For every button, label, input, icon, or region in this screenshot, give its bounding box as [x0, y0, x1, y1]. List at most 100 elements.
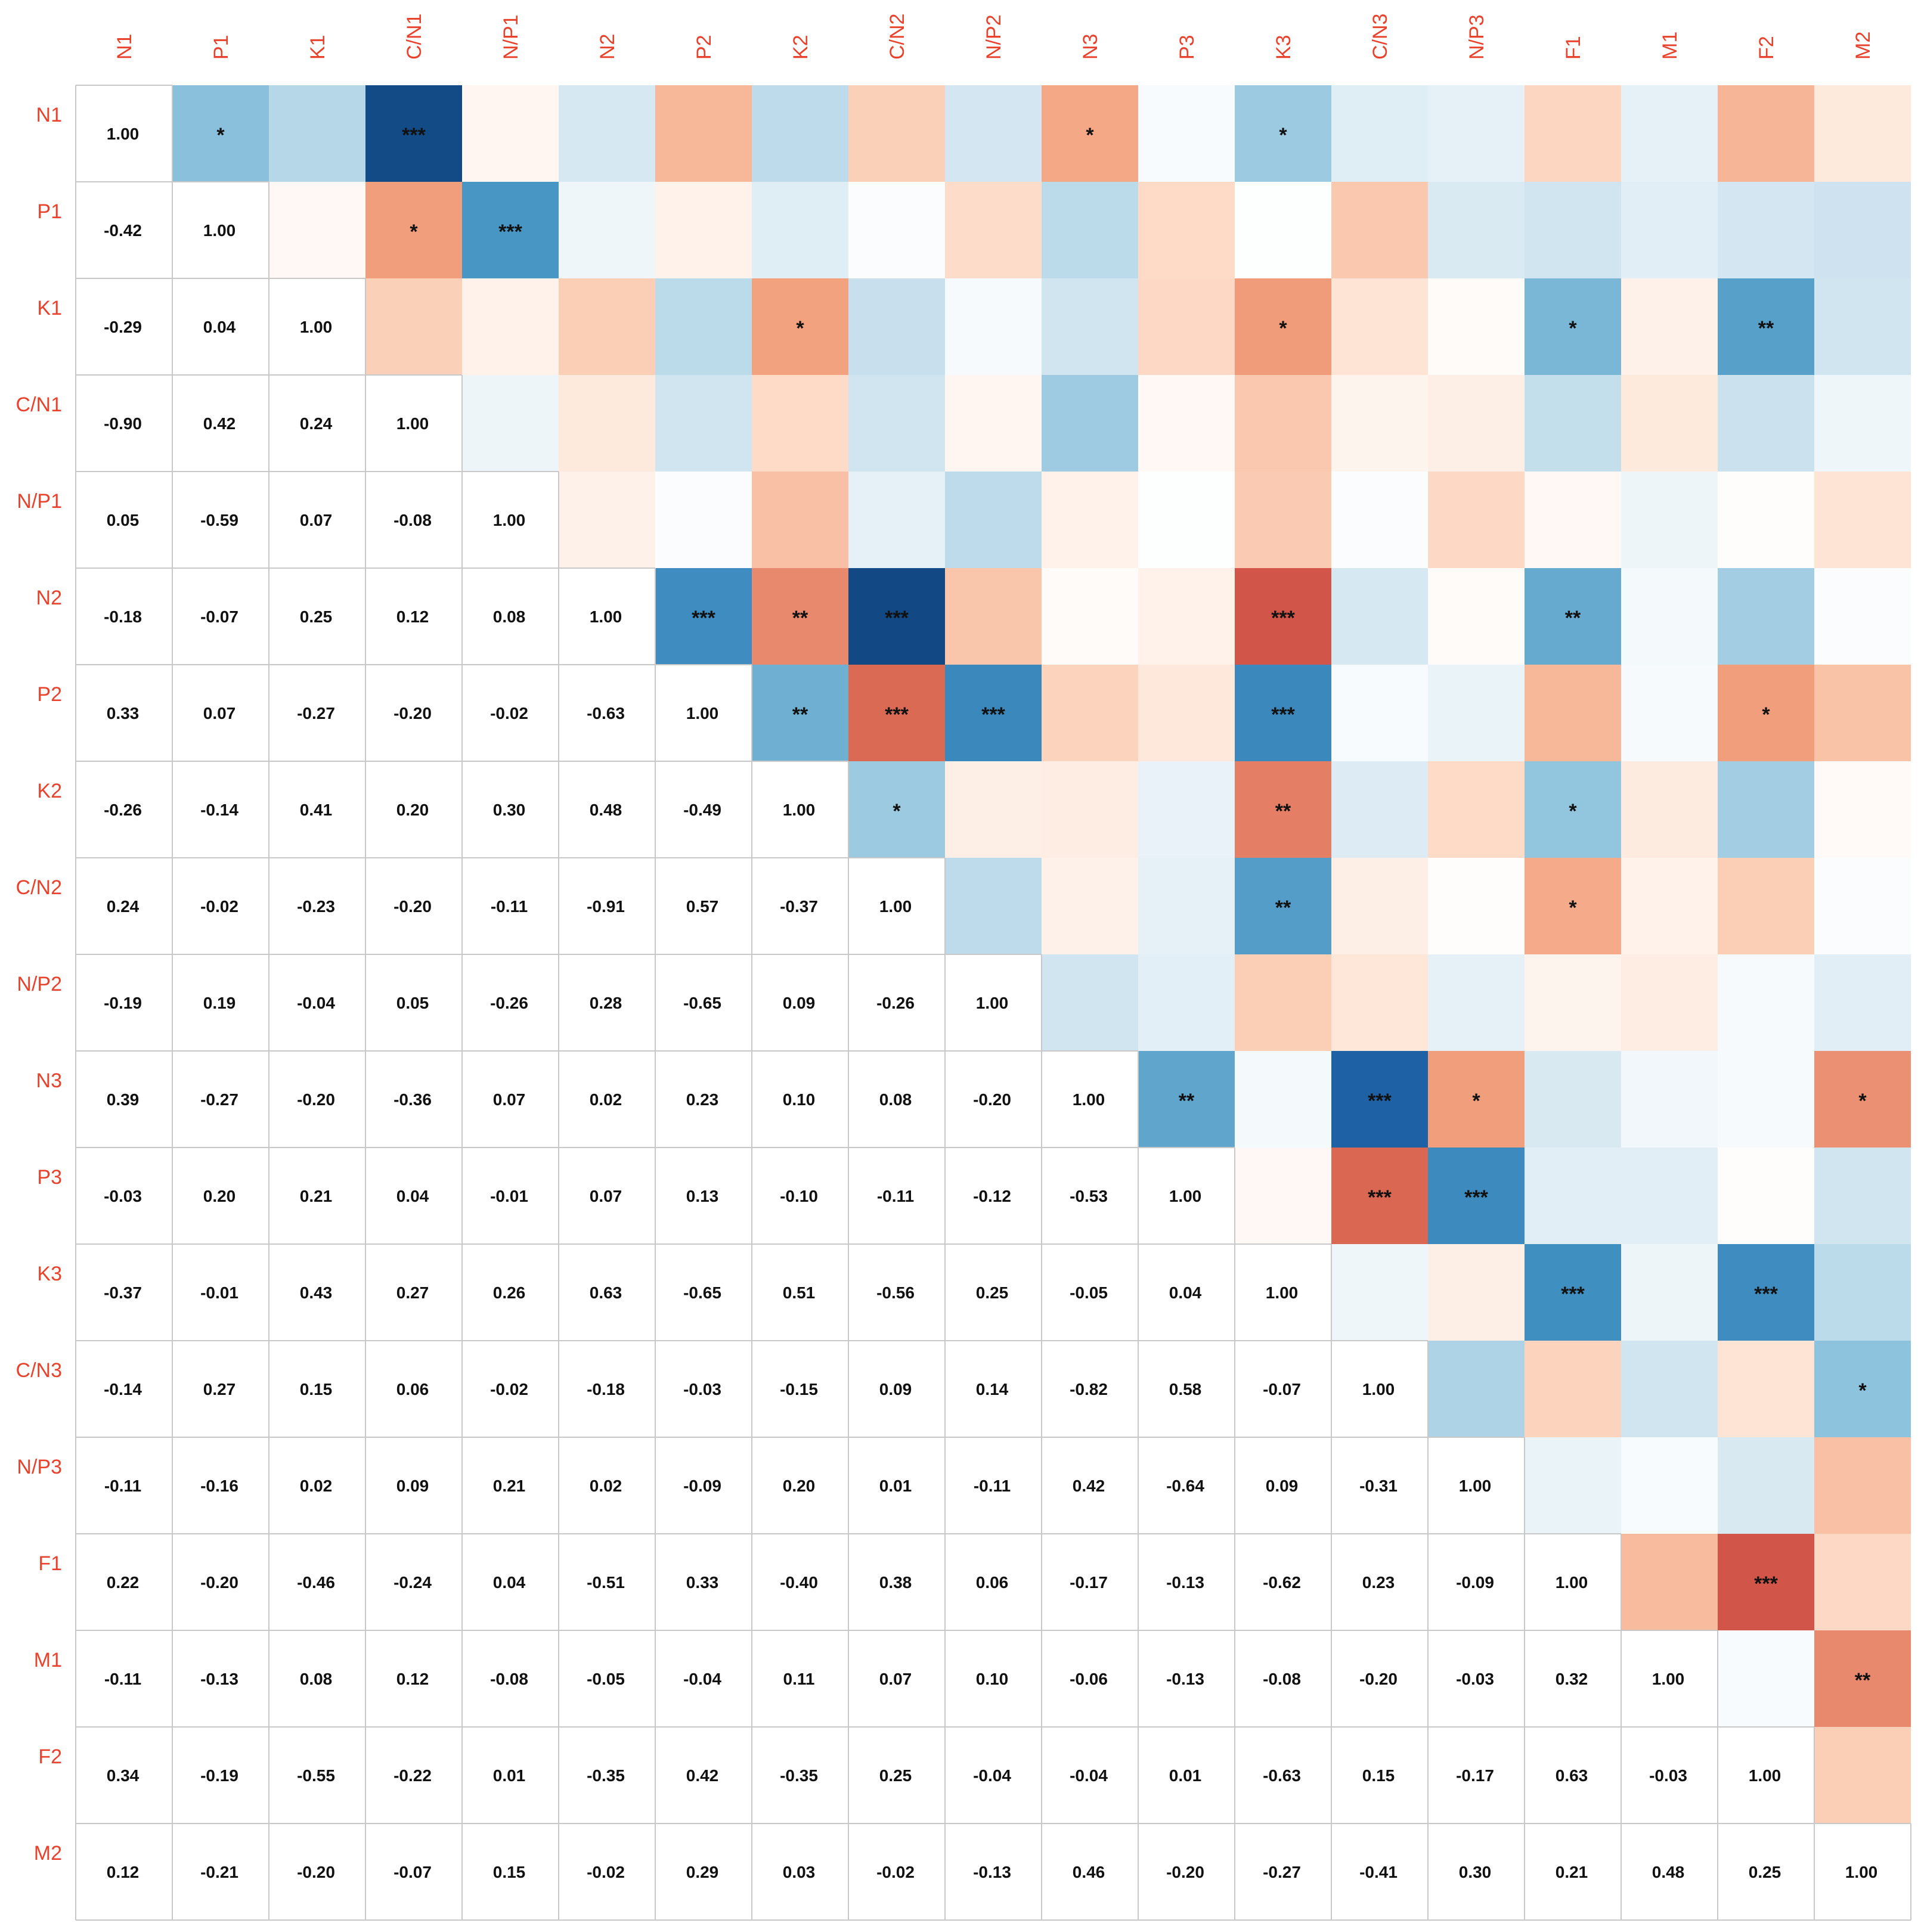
cell-background [1235, 1437, 1331, 1534]
cell-background [1525, 761, 1621, 858]
heatmap-cell [1331, 278, 1428, 375]
row-label: P1 [37, 200, 62, 223]
heatmap-cell [1138, 665, 1235, 761]
cell-background [1235, 858, 1331, 954]
heatmap-cell [1814, 85, 1911, 182]
row-label: C/N3 [16, 1359, 62, 1382]
correlation-value: -0.07 [1263, 1380, 1301, 1398]
correlation-value: 1.00 [783, 801, 816, 819]
cell-background [269, 1630, 365, 1727]
heatmap-cell: *** [945, 665, 1042, 761]
heatmap-cell: 0.21 [1525, 1824, 1621, 1920]
heatmap-cell: 0.24 [76, 858, 172, 954]
heatmap-cell [848, 85, 945, 182]
correlation-value: 0.63 [1556, 1766, 1588, 1785]
heatmap-cell: -0.13 [1138, 1534, 1235, 1630]
column-label: M1 [1659, 32, 1681, 60]
cell-background [1331, 182, 1428, 278]
correlation-value: -0.20 [297, 1090, 335, 1109]
cell-background [655, 182, 752, 278]
heatmap-cell: 0.48 [559, 761, 655, 858]
correlation-value: -0.14 [200, 801, 238, 819]
cell-background [945, 954, 1042, 1051]
heatmap-cell [1621, 761, 1718, 858]
heatmap-cell: 1.00 [559, 568, 655, 665]
correlation-value: -0.08 [394, 511, 432, 529]
heatmap-cell [1428, 568, 1525, 665]
correlation-value: 1.00 [686, 704, 719, 722]
row-label: K1 [37, 297, 62, 320]
cell-background [752, 665, 848, 761]
heatmap-cell: 0.23 [655, 1051, 752, 1148]
correlation-value: 0.07 [879, 1670, 912, 1688]
cell-background [76, 1051, 172, 1148]
heatmap-cell [1428, 665, 1525, 761]
cell-background [655, 1148, 752, 1244]
heatmap-cell [1814, 858, 1911, 954]
heatmap-cell [752, 472, 848, 568]
cell-background [655, 1244, 752, 1341]
cell-background [848, 1630, 945, 1727]
cell-background [172, 182, 269, 278]
cell-background [1042, 1534, 1138, 1630]
cell-background [365, 182, 462, 278]
heatmap-cell [655, 278, 752, 375]
heatmap-cell: -0.26 [848, 954, 945, 1051]
cell-background [1428, 1341, 1525, 1437]
correlation-value: 0.10 [783, 1090, 816, 1109]
cell-background [1428, 182, 1525, 278]
heatmap-cell [945, 182, 1042, 278]
cell-background [752, 858, 848, 954]
heatmap-cell: -0.02 [172, 858, 269, 954]
heatmap-cell: 0.02 [269, 1437, 365, 1534]
cell-background [172, 1534, 269, 1630]
heatmap-cell: 0.42 [172, 375, 269, 472]
cell-background [848, 1824, 945, 1920]
correlation-value: -0.35 [780, 1766, 818, 1785]
cell-background [1235, 85, 1331, 182]
cell-background [269, 568, 365, 665]
cell-background [365, 1148, 462, 1244]
significance-marker: *** [885, 607, 909, 629]
heatmap-cell: -0.09 [655, 1437, 752, 1534]
cell-background [1525, 1727, 1621, 1824]
cell-background [1525, 182, 1621, 278]
cell-background [1138, 954, 1235, 1051]
cell-background [752, 85, 848, 182]
heatmap-cell: -0.08 [462, 1630, 559, 1727]
heatmap-cell: * [1814, 1341, 1911, 1437]
cell-background [1331, 1630, 1428, 1727]
heatmap-cell: 0.02 [559, 1437, 655, 1534]
heatmap-cell [1235, 375, 1331, 472]
correlation-value: -0.51 [587, 1573, 625, 1592]
heatmap-cell: -0.15 [752, 1341, 848, 1437]
cell-background [462, 1051, 559, 1148]
correlation-value: 0.15 [300, 1380, 333, 1398]
cell-background [1042, 858, 1138, 954]
correlation-value: -0.06 [1070, 1670, 1108, 1688]
column-label: N1 [113, 34, 136, 60]
correlation-value: -0.07 [394, 1863, 432, 1881]
heatmap-cell: 0.39 [76, 1051, 172, 1148]
significance-marker: ** [792, 607, 808, 629]
cell-background [269, 375, 365, 472]
significance-marker: *** [1754, 1573, 1778, 1595]
heatmap-cell: 0.22 [76, 1534, 172, 1630]
correlation-value: 1.00 [493, 511, 526, 529]
heatmap-cell: 0.06 [945, 1534, 1042, 1630]
heatmap-cell: -0.65 [655, 1244, 752, 1341]
heatmap-cell: ** [1814, 1630, 1911, 1727]
heatmap-cell [848, 472, 945, 568]
cell-background [945, 182, 1042, 278]
significance-marker: * [1569, 317, 1577, 340]
heatmap-cell [848, 375, 945, 472]
cell-background [1042, 278, 1138, 375]
heatmap-cell [1814, 1437, 1911, 1534]
row-label: N1 [36, 104, 62, 126]
correlation-value: 0.23 [686, 1090, 719, 1109]
correlation-value: 0.23 [1362, 1573, 1395, 1592]
row-label: M1 [34, 1649, 62, 1671]
correlation-value: -0.21 [200, 1863, 238, 1881]
cell-background [1138, 1727, 1235, 1824]
correlation-value: -0.91 [587, 897, 625, 916]
